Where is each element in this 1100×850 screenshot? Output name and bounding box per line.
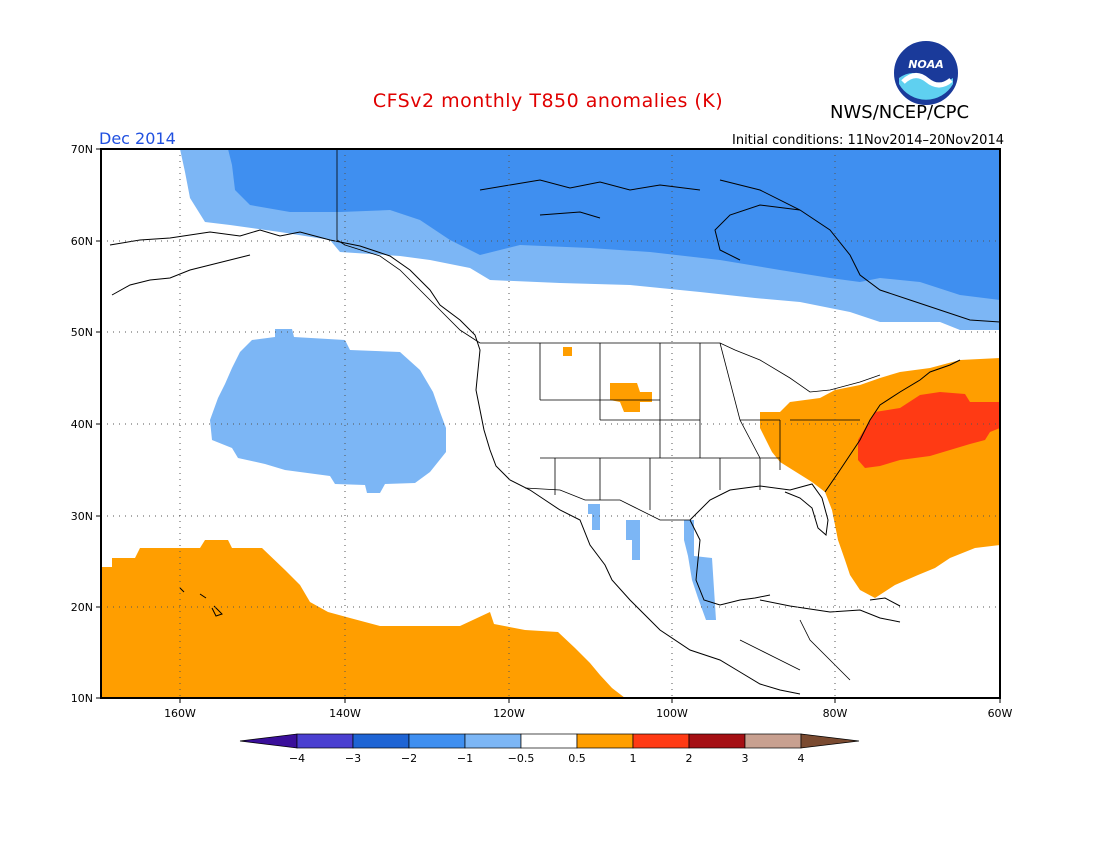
- lat-label-60: 60N: [71, 235, 93, 248]
- legend-label: −0.5: [508, 752, 535, 765]
- coastlines: [109, 179, 1000, 695]
- legend-color-box: [296, 733, 354, 749]
- legend-label: −4: [289, 752, 305, 765]
- red-anomaly-northeast: [858, 392, 1000, 468]
- legend-color-box: [688, 733, 746, 749]
- legend-label: 4: [798, 752, 805, 765]
- blue-anomaly-mexico-2: [626, 520, 640, 560]
- lat-label-30: 30N: [71, 510, 93, 523]
- axis-ticks: [96, 148, 1001, 703]
- chart-title: CFSv2 monthly T850 anomalies (K): [372, 90, 724, 112]
- legend-label: 3: [742, 752, 749, 765]
- agency-label: NWS/NCEP/CPC: [830, 102, 970, 123]
- legend-label: 0.5: [568, 752, 586, 765]
- lon-label-120w: 120W: [493, 707, 525, 720]
- legend-arrow-high: [800, 733, 860, 749]
- legend-color-box: [408, 733, 466, 749]
- forecast-period: Dec 2014: [99, 129, 176, 148]
- orange-anomaly-montana: [563, 347, 572, 356]
- lon-label-100w: 100W: [656, 707, 688, 720]
- lat-label-70: 70N: [71, 143, 93, 156]
- lon-label-160w: 160W: [164, 707, 196, 720]
- legend-label: −1: [457, 752, 473, 765]
- lat-label-50: 50N: [71, 326, 93, 339]
- legend-label: 2: [686, 752, 693, 765]
- borders: [336, 149, 881, 681]
- legend-color-box: [632, 733, 690, 749]
- legend-color-box: [520, 733, 578, 749]
- blue-anomaly-gulf: [684, 520, 716, 620]
- noaa-logo-text: NOAA: [908, 58, 944, 71]
- lon-label-60w: 60W: [988, 707, 1013, 720]
- lat-label-20: 20N: [71, 601, 93, 614]
- legend-color-box: [576, 733, 634, 749]
- lat-label-10: 10N: [71, 692, 93, 705]
- legend-color-box: [744, 733, 802, 749]
- legend-label: −3: [345, 752, 361, 765]
- lon-label-80w: 80W: [823, 707, 848, 720]
- blue-anomaly-pacific: [210, 329, 446, 493]
- legend-arrow-low: [239, 733, 298, 749]
- legend-color-box: [464, 733, 522, 749]
- noaa-logo: NOAA: [894, 41, 958, 105]
- blue-anomaly-north-strong: [180, 149, 1000, 300]
- legend-label: −2: [401, 752, 417, 765]
- lat-label-40: 40N: [71, 418, 93, 431]
- orange-anomaly-wyoming: [610, 383, 652, 412]
- legend-color-box: [352, 733, 410, 749]
- legend-label: 1: [630, 752, 637, 765]
- lon-label-140w: 140W: [329, 707, 361, 720]
- blue-anomaly-mexico-1: [588, 504, 600, 530]
- orange-anomaly-pacific: [101, 540, 625, 698]
- initial-conditions: Initial conditions: 11Nov2014–20Nov2014: [732, 133, 1004, 148]
